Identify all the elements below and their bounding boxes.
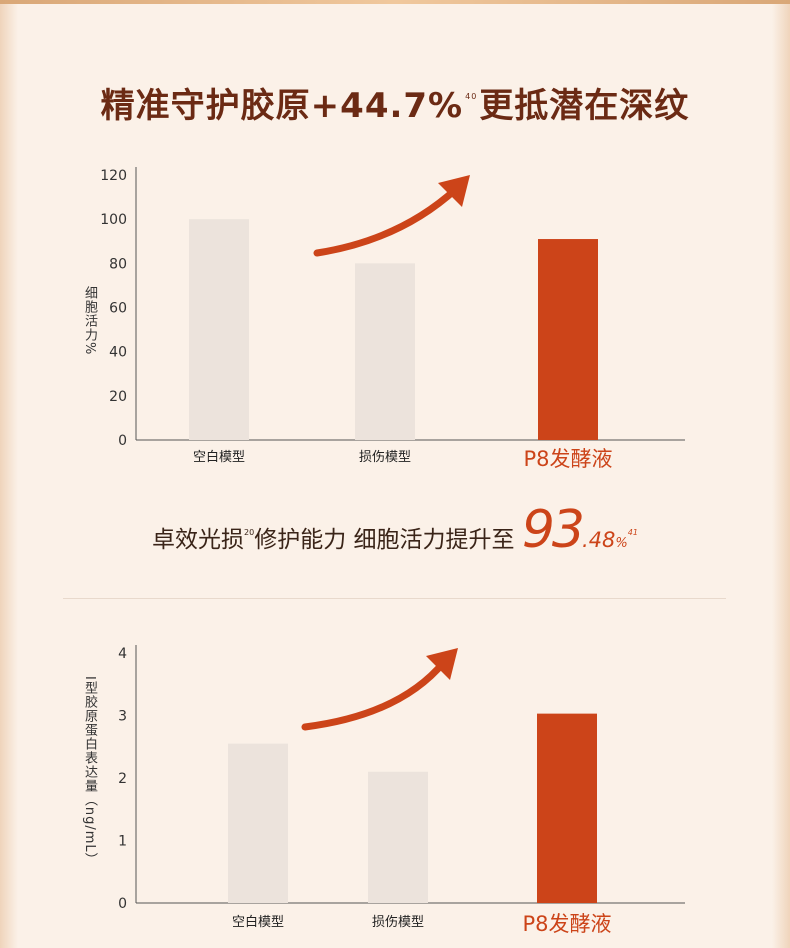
- bar-1: [228, 743, 288, 903]
- summary-text: 卓效光损20修护能力 细胞活力提升至 93.48%41: [0, 500, 790, 560]
- x-category-label: P8发酵液: [523, 447, 612, 471]
- x-category-label: 损伤模型: [372, 915, 424, 930]
- y-tick-label: 20: [109, 389, 127, 405]
- trend-arrow-shaft: [313, 185, 460, 257]
- value-percent: %: [615, 536, 628, 551]
- y-tick-label: 1: [118, 834, 127, 850]
- title-main: 精准守护胶原+44.7%: [100, 86, 464, 126]
- section-divider: [63, 598, 726, 599]
- summary-footnote-1: 20: [244, 528, 255, 537]
- y-axis-label: I型胶原蛋白表达量（ng/mL）: [82, 676, 97, 867]
- collagen-chart: 0 1 2 3 4 空白模型 损伤模型 P8发酵液 I型胶原蛋白表达量（ng/mL）: [0, 600, 790, 948]
- title-tail: 更抵潜在深纹: [479, 86, 690, 126]
- x-category-label: 空白模型: [232, 914, 284, 930]
- value-decimal: .48: [582, 528, 616, 552]
- bar-2: [368, 771, 428, 903]
- y-tick-label: 80: [109, 256, 127, 272]
- collagen-svg: 0 1 2 3 4 空白模型 损伤模型 P8发酵液: [118, 645, 685, 936]
- page-title: 精准守护胶原+44.7% 40更抵潜在深纹: [0, 78, 790, 127]
- bar-3: [537, 713, 597, 903]
- summary-text-2: 修护能力 细胞活力提升至: [254, 527, 515, 553]
- summary-text-1: 卓效光损: [152, 527, 245, 553]
- bar-3: [538, 239, 598, 440]
- y-tick-label: 60: [109, 301, 127, 317]
- y-tick-label: 4: [118, 646, 127, 662]
- bar-1: [189, 219, 249, 440]
- trend-arrow-shaft: [301, 658, 448, 731]
- y-axis-label: 细胞活力%: [82, 286, 97, 356]
- summary-footnote-2: 41: [627, 528, 638, 537]
- y-tick-label: 120: [100, 168, 127, 184]
- x-category-label: P8发酵液: [522, 912, 611, 936]
- cell-viability-chart: 0 20 40 60 80 100 120 空白模型 损伤模型 P8发酵液 细胞活力%: [82, 167, 685, 471]
- value-integer: 93: [521, 500, 585, 560]
- cell-viability-svg: 0 20 40 60 80 100 120 空白模型 损伤模型 P8发酵液: [100, 167, 685, 471]
- top-band: [0, 0, 790, 4]
- trend-arrow-head: [438, 175, 470, 207]
- y-tick-label: 0: [118, 433, 127, 449]
- y-tick-label: 40: [109, 345, 127, 361]
- x-category-label: 空白模型: [193, 449, 245, 465]
- y-tick-label: 0: [118, 896, 127, 912]
- x-category-label: 损伤模型: [359, 450, 411, 465]
- y-tick-label: 3: [118, 709, 127, 725]
- y-tick-label: 100: [100, 212, 127, 228]
- title-footnote: 40: [465, 92, 478, 101]
- trend-arrow-head: [426, 648, 458, 680]
- bar-2: [355, 263, 415, 440]
- highlight-value: 93.48%41: [522, 500, 638, 560]
- y-tick-label: 2: [118, 771, 127, 787]
